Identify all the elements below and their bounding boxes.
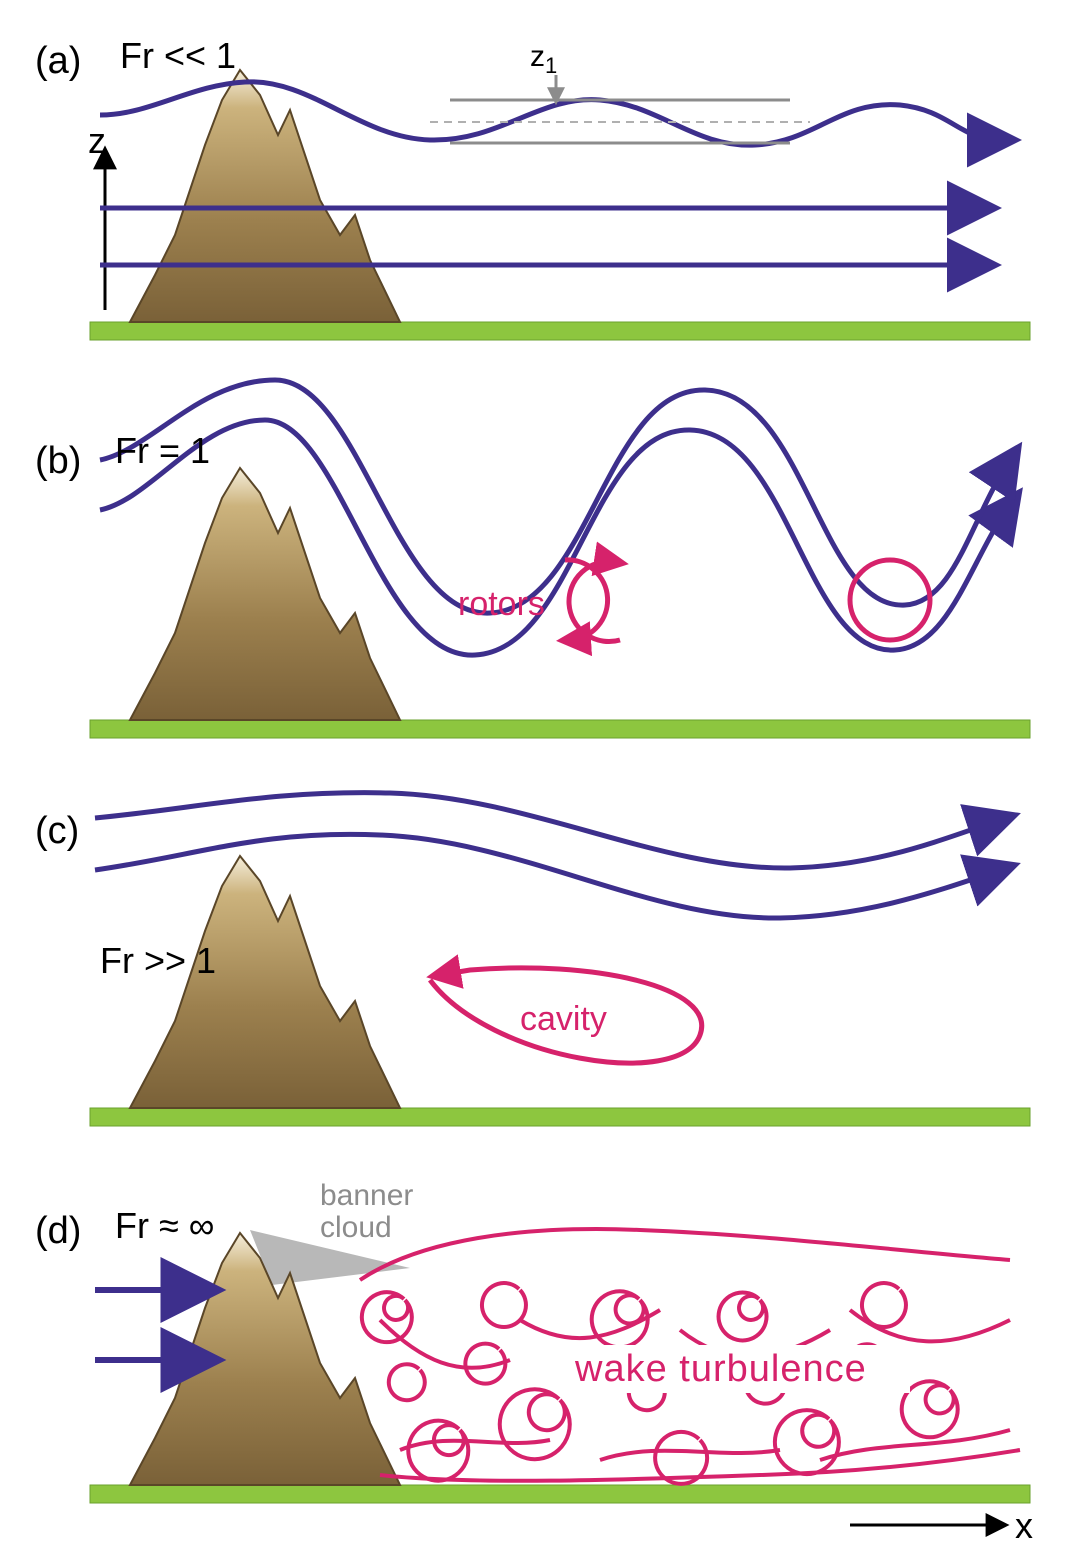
panel-d-label: (d) xyxy=(35,1210,81,1253)
ground-c xyxy=(90,1108,1030,1126)
ground-b xyxy=(90,720,1030,738)
froude-b: Fr = 1 xyxy=(115,430,210,472)
figure-svg xyxy=(0,0,1074,1540)
rotors-label: rotors xyxy=(458,585,545,624)
z1-z: z xyxy=(530,40,545,73)
froude-d: Fr ≈ ∞ xyxy=(115,1205,214,1247)
panel-a xyxy=(90,70,1030,340)
z1-sub: 1 xyxy=(545,53,557,78)
mountain-b xyxy=(130,468,400,720)
banner-label: banner cloud xyxy=(320,1180,413,1243)
rotor-1 xyxy=(565,560,620,642)
wake-label: wake turbulence xyxy=(575,1348,867,1391)
ground-a xyxy=(90,322,1030,340)
banner-word: banner xyxy=(320,1179,413,1212)
cavity-label: cavity xyxy=(520,1000,607,1039)
figure-canvas: (a) Fr << 1 z1 z (b) Fr = 1 rotors (c) F… xyxy=(0,0,1074,1540)
panel-b-label: (b) xyxy=(35,440,81,483)
panel-c xyxy=(90,793,1030,1126)
panel-d xyxy=(90,1229,1030,1525)
panel-a-label: (a) xyxy=(35,40,81,83)
froude-c: Fr >> 1 xyxy=(100,940,216,982)
froude-a: Fr << 1 xyxy=(120,35,236,77)
z1-label: z1 xyxy=(530,40,557,79)
cloud-word: cloud xyxy=(320,1211,392,1244)
streamline-c-upper xyxy=(95,793,1000,868)
panel-c-label: (c) xyxy=(35,810,79,853)
x-axis-label: x xyxy=(1015,1505,1033,1547)
ground-d xyxy=(90,1485,1030,1503)
panel-b xyxy=(90,380,1030,738)
mountain-c xyxy=(130,856,400,1108)
mountain-a xyxy=(130,70,400,322)
z-axis-label: z xyxy=(88,120,106,162)
